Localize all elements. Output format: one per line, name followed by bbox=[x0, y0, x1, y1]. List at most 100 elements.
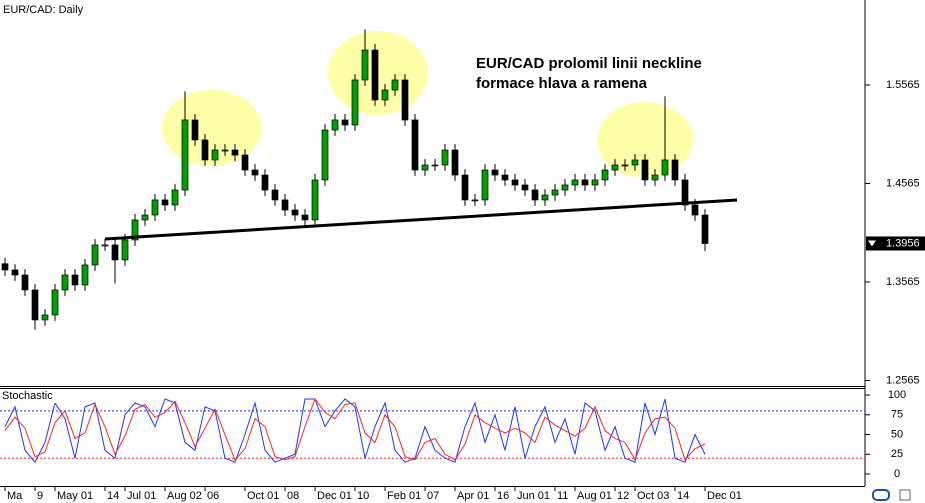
candle-body bbox=[351, 79, 359, 126]
candle-body bbox=[301, 214, 309, 221]
candle-body bbox=[461, 174, 469, 201]
x-tick-label: 08 bbox=[287, 490, 299, 502]
candle-body bbox=[401, 79, 409, 121]
icon[interactable] bbox=[899, 489, 911, 501]
x-tick-label: 11 bbox=[557, 490, 568, 502]
title-box bbox=[1, 1, 87, 18]
candle-body bbox=[331, 119, 339, 131]
y-tick-label: 1.4565 bbox=[886, 177, 920, 189]
candle-body bbox=[1, 263, 9, 271]
toolbar-icons[interactable] bbox=[872, 489, 911, 501]
annotation: formace hlava a ramena bbox=[476, 75, 648, 92]
candle-body bbox=[391, 79, 399, 91]
candle-body bbox=[381, 89, 389, 101]
candle-body bbox=[611, 164, 619, 171]
candle-body bbox=[121, 239, 129, 261]
x-tick-label: May 01 bbox=[57, 490, 93, 502]
candle-body bbox=[621, 164, 629, 167]
x-tick-label: 06 bbox=[207, 490, 219, 502]
candle-body bbox=[251, 169, 259, 176]
y-tick-label: 1.5565 bbox=[886, 79, 920, 91]
x-tick-label: 14 bbox=[107, 490, 119, 502]
candle-body bbox=[521, 184, 529, 191]
candle-body bbox=[531, 189, 539, 201]
stochastic-line bbox=[4, 397, 706, 461]
neckline bbox=[104, 198, 738, 241]
x-tick-label: Ma bbox=[7, 490, 23, 502]
x-tick-label: 10 bbox=[357, 490, 369, 502]
candle-body bbox=[221, 149, 229, 152]
indicator-title: Stochastic bbox=[2, 390, 53, 402]
candle-body bbox=[11, 269, 19, 276]
candle-body bbox=[571, 179, 579, 186]
candle-body bbox=[81, 264, 89, 286]
candle-body bbox=[471, 199, 479, 202]
y-tick-label: 50 bbox=[891, 428, 903, 440]
last-price-label: 1.3956 bbox=[886, 237, 920, 249]
candle-body bbox=[601, 169, 609, 181]
x-tick-label: Oct 01 bbox=[247, 490, 279, 502]
candle-body bbox=[191, 119, 199, 141]
stochastic-line bbox=[4, 398, 706, 464]
candle-body bbox=[171, 189, 179, 206]
candle-body bbox=[21, 274, 29, 291]
candle-body bbox=[691, 204, 699, 216]
last-price-box bbox=[866, 236, 925, 251]
candle-body bbox=[661, 159, 669, 176]
candle-body bbox=[111, 244, 119, 261]
candle-body bbox=[91, 244, 99, 266]
candle-body bbox=[591, 179, 599, 186]
candle-body bbox=[141, 214, 149, 221]
candle-body bbox=[581, 179, 589, 186]
x-tick-label: Aug 01 bbox=[577, 490, 612, 502]
candle-body bbox=[481, 169, 489, 201]
candle-body bbox=[211, 149, 219, 161]
candle-body bbox=[681, 179, 689, 206]
candle-body bbox=[271, 189, 279, 201]
candle-body bbox=[161, 199, 169, 206]
x-tick-label: Oct 03 bbox=[637, 490, 669, 502]
x-tick-label: Jul 01 bbox=[127, 490, 156, 502]
x-tick-label: 9 bbox=[37, 490, 43, 502]
candle-body bbox=[51, 289, 59, 316]
candle-body bbox=[411, 119, 419, 171]
candle-body bbox=[701, 214, 709, 244]
y-tick-label: 1.3565 bbox=[886, 276, 920, 288]
plot bbox=[0, 29, 865, 464]
candle-body bbox=[631, 159, 639, 166]
candle-body bbox=[101, 244, 109, 247]
candle-body bbox=[61, 274, 69, 291]
x-tick-label: 14 bbox=[677, 490, 689, 502]
candle-body bbox=[441, 149, 449, 166]
candle-body bbox=[501, 174, 509, 181]
candle-body bbox=[491, 169, 499, 176]
candle-body bbox=[431, 164, 439, 167]
icon[interactable] bbox=[872, 489, 890, 501]
candle-body bbox=[651, 174, 659, 181]
candle-body bbox=[541, 194, 549, 201]
candle-body bbox=[561, 184, 569, 191]
candle-body bbox=[201, 139, 209, 161]
candle-body bbox=[241, 154, 249, 171]
x-tick-label: 12 bbox=[617, 490, 629, 502]
candle-body bbox=[321, 129, 329, 181]
candle-body bbox=[231, 149, 239, 156]
candle-body bbox=[281, 199, 289, 211]
candle-body bbox=[311, 179, 319, 221]
candle-body bbox=[371, 49, 379, 101]
candle-body bbox=[41, 314, 49, 321]
candle-body bbox=[421, 164, 429, 171]
chart-title: EUR/CAD: Daily bbox=[3, 4, 84, 16]
candle-body bbox=[261, 174, 269, 191]
y-tick-label: 75 bbox=[891, 409, 903, 421]
x-tick-label: Dec 01 bbox=[707, 490, 742, 502]
x-tick-label: 07 bbox=[427, 490, 439, 502]
candle-body bbox=[341, 119, 349, 126]
indicator-title-box bbox=[1, 389, 57, 403]
x-tick-label: Dec 01 bbox=[317, 490, 352, 502]
shoulder-highlight bbox=[597, 102, 693, 178]
candle-body bbox=[361, 49, 369, 81]
y-tick-label: 25 bbox=[891, 448, 903, 460]
candle-body bbox=[671, 159, 679, 181]
